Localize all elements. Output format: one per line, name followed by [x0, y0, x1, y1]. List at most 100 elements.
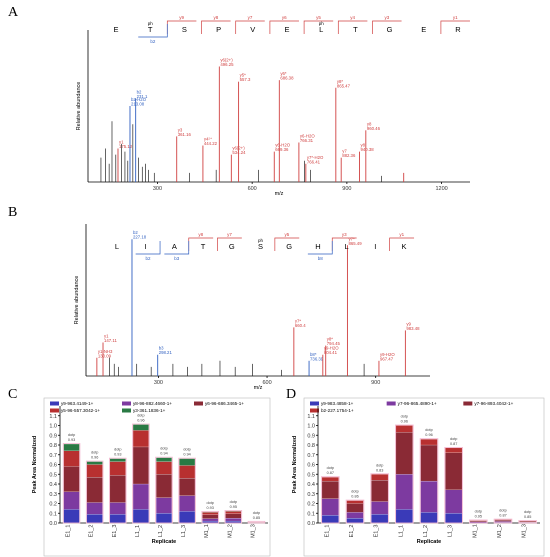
legend-swatch [122, 408, 131, 413]
panel-frame [43, 397, 271, 557]
legend-entry: y6-96-686.3465-1+ [205, 401, 244, 406]
dotp-label: dotp [475, 509, 482, 513]
y-tick-label: 0.6 [307, 463, 315, 469]
bar-segment [371, 480, 389, 502]
sequence-residue: R [455, 25, 461, 34]
y-tick-label: 0.2 [49, 502, 57, 508]
bar-segment [156, 474, 172, 498]
dotp-label: dotp [160, 447, 167, 451]
y-ion-bracket [372, 20, 402, 34]
sequence-residue: E [284, 25, 289, 34]
peak-label: y3 [178, 127, 183, 132]
x-tick-label: L1_3 [181, 525, 187, 537]
peak-label: b8* [310, 352, 317, 357]
bar-segment [321, 477, 339, 482]
peak-mz: 534.24 [232, 150, 246, 155]
peak-mz: 669.36 [275, 147, 289, 152]
dotp-value: 0.93 [114, 453, 121, 457]
panel-b-group: B 300 600 900 m/z Relative abundance y1-NH3130… [8, 205, 430, 391]
legend-entry: y7-96-893.4042-1+ [474, 401, 513, 406]
dotp-value: 0.93 [207, 506, 214, 510]
y-tick-label: 0.4 [49, 482, 57, 488]
peak-label: y4²⁺ [204, 137, 212, 142]
bar-segment [371, 501, 389, 515]
x-tick-label: E1_1 [324, 525, 330, 538]
y-ion-label: y7 [227, 232, 232, 237]
bar-segment [395, 425, 413, 433]
b-ion-bracket [164, 241, 190, 255]
peak-label: y7* [348, 236, 355, 241]
x-axis-label: m/z [254, 385, 263, 391]
bar-segment [346, 518, 364, 524]
bar-segment [346, 500, 364, 504]
bar-outline [469, 519, 488, 524]
bar-outline [247, 520, 266, 524]
dotp-label: dotp [183, 448, 190, 452]
dotp-label: dotp [253, 511, 260, 515]
peak-mz: 213.08 [131, 102, 145, 107]
panel-c-group: Cy9-963.4149-1+ y8-96-882.4660-1+ y6-96-68… [8, 387, 271, 557]
y-tick-label: 0.7 [49, 453, 57, 459]
bar-outline [444, 447, 463, 524]
bar-segment [371, 514, 389, 524]
peak-mz: 882.36 [342, 153, 356, 158]
bar-segment [420, 439, 438, 446]
bar-outline [370, 473, 389, 524]
y-ion-bracket [389, 237, 415, 251]
bar-outline [321, 476, 340, 524]
y-ion-label: y3 [384, 15, 389, 20]
y-ion-bracket [269, 20, 299, 34]
bar-outline [155, 456, 173, 524]
sequence-residue: S [182, 25, 187, 34]
dotp-value: 0.87 [499, 514, 506, 518]
bar-segment [225, 511, 242, 514]
panel-d-label: D [286, 387, 296, 402]
peak-label: b2 [137, 89, 142, 94]
bar-segment [445, 489, 463, 514]
bar-outline [85, 460, 104, 524]
peak-mz: 940.38 [361, 147, 375, 152]
y-ion-label: y4 [350, 15, 355, 20]
y-ion-label: y1 [399, 232, 404, 237]
sequence-residue: V [250, 25, 255, 34]
x-axis-label: m/z [275, 191, 284, 197]
dotp-label: dotp [499, 509, 506, 513]
bar-segment [109, 502, 126, 515]
dotp-label: dotp [68, 433, 75, 437]
bar-segment [420, 480, 438, 513]
bar-outline [132, 423, 150, 524]
peak-label: b2 [133, 230, 138, 235]
bar-outline [224, 510, 243, 524]
dotp-value: 0.96 [91, 456, 98, 460]
sequence-residue: I [374, 242, 376, 251]
x-tick-label: 600 [248, 186, 257, 192]
y-tick-label: 0.0 [307, 521, 315, 527]
dotp-label: dotp [114, 448, 121, 452]
peak-label: y9-H2O [380, 352, 395, 357]
panel-c-label: C [8, 387, 17, 402]
peak-mz: 766.41 [307, 159, 321, 164]
bar-segment [395, 432, 413, 475]
peak-mz: 983.48 [406, 326, 420, 331]
bar-segment [109, 514, 126, 524]
bar-segment [371, 474, 389, 481]
peak-label: b3 [159, 346, 164, 351]
y-tick-label: 0.2 [307, 502, 315, 508]
y-tick-label: 1.0 [307, 424, 315, 430]
bar-outline [419, 438, 439, 524]
bar-outline [178, 457, 196, 524]
x-tick-label: M1_3 [522, 524, 528, 538]
y-ion-bracket [440, 20, 470, 34]
x-tick-label: M1_2 [227, 524, 233, 538]
y-tick-label: 0.5 [307, 472, 315, 478]
peak-label: y6-H2O [300, 133, 315, 138]
dotp-label: dotp [401, 415, 408, 419]
x-tick-label: 900 [371, 380, 380, 386]
y-ion-label: y8 [213, 15, 218, 20]
bar-segment [395, 474, 413, 510]
sequence-residue: S [258, 242, 263, 251]
y-tick-label: 0.8 [49, 443, 57, 449]
x-tick-label: 1200 [435, 186, 447, 192]
dotp-value: 0.95 [230, 505, 237, 509]
peak-mz: 175.12 [119, 144, 133, 149]
